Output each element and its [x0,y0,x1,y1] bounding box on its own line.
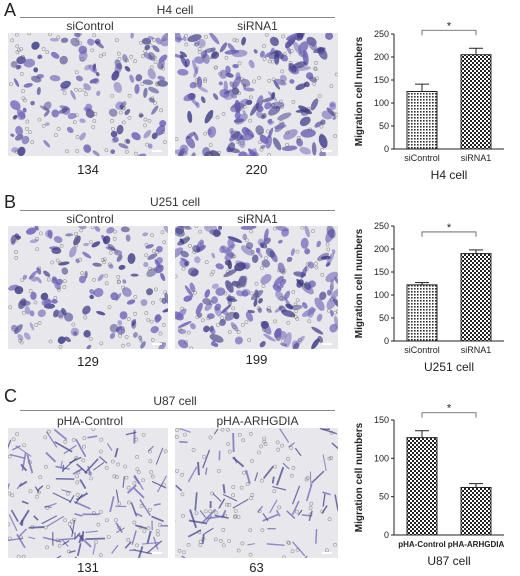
panel-letter-c: C [4,386,17,406]
x-tick-label: pHA-ARHGDIA [448,540,505,549]
cell-count-a-1: 220 [245,162,268,177]
y-tick-label: 0 [384,144,389,154]
stained-cells [175,428,338,558]
bar-siControl [406,284,438,342]
condition-label-b-1: siRNA1 [237,212,278,226]
micrograph-c-1 [175,428,338,558]
y-tick-label: 150 [374,75,389,85]
stained-cells [175,33,337,156]
y-tick-label: 50 [379,492,389,502]
micrograph-background [8,226,168,349]
condition-label-a-1: siRNA1 [237,19,278,33]
y-tick-label: 150 [374,415,389,425]
scale-bar [152,552,162,554]
cell-count-c-1: 63 [249,560,264,575]
micrograph-background [8,428,168,558]
bar-chart-c: 0 50 100 150 Migration cell numbers pHA-Contr… [354,403,505,568]
y-axis-label: Migration cell numbers [354,36,365,146]
x-tick-label: siControl [404,345,440,355]
condition-label-c-0: pHA-Control [56,414,124,428]
group-title-b: U251 cell [149,195,201,209]
y-tick-label: 50 [379,313,389,323]
membrane-pores [175,428,338,558]
cell-count-b-0: 129 [77,354,99,369]
group-title-c: U87 cell [153,394,197,408]
scale-bar [152,343,162,345]
membrane-pores [175,33,338,156]
bar-siRNA1 [460,54,492,150]
x-axis-label: H4 cell [431,168,468,182]
group-line-a [20,17,335,18]
x-axis-label: U251 cell [424,360,474,374]
micrograph-b-1 [175,226,338,349]
y-tick-label: 0 [384,530,389,540]
group-line-b [20,210,335,211]
significance-label: * [447,222,452,234]
x-tick-label: siRNA1 [461,153,492,163]
cell-count-b-1: 199 [245,352,268,367]
scale-bar [322,343,332,345]
bar-siRNA1 [460,253,492,342]
x-tick-label: siRNA1 [461,345,492,355]
y-tick-label: 50 [379,121,389,131]
significance-label: * [447,20,452,32]
bar-chart-b: 0 50 100 150 200 250 Migration cell numbers siC… [354,221,504,374]
y-tick-label: 100 [374,290,389,300]
micrograph-background [175,428,338,558]
x-axis-label: U87 cell [427,554,470,568]
y-tick-label: 100 [374,453,389,463]
panel-letter-a: A [4,0,17,20]
cell-count-c-0: 131 [77,560,99,575]
scale-bar [152,150,162,152]
bar-pHA-ARHGDIA [460,486,492,536]
significance-bracket [421,412,477,418]
membrane-pores [8,428,168,558]
micrograph-a-1 [175,33,338,156]
significance-label: * [447,403,452,415]
y-tick-label: 200 [374,244,389,254]
stained-cells [8,226,168,349]
significance-bracket [421,29,477,36]
membrane-pores [175,226,338,349]
y-tick-label: 200 [374,52,389,62]
scale-bar [322,150,332,152]
y-axis-label: Migration cell numbers [354,228,365,338]
y-tick-label: 250 [374,29,389,39]
condition-label-c-1: pHA-ARHGDIA [216,414,299,428]
bar-siControl [406,91,438,150]
y-tick-label: 100 [374,98,389,108]
micrograph-b-0 [8,226,168,349]
micrograph-background [8,33,168,156]
y-axis-label: Migration cell numbers [354,422,365,532]
y-tick-label: 0 [384,336,389,346]
x-tick-label: siControl [404,153,440,163]
condition-label-a-0: siControl [66,19,114,33]
scale-bar [322,552,332,554]
stained-cells [8,428,168,558]
cell-count-a-0: 134 [77,162,99,177]
micrograph-a-0 [8,33,168,156]
bar-pHA-Control [406,437,438,536]
group-title-a: H4 cell [156,3,194,17]
panel-letter-b: B [4,192,17,212]
membrane-pores [9,33,167,156]
group-line-c [20,410,335,411]
micrograph-c-0 [8,428,168,558]
membrane-pores [8,226,168,349]
bar-chart-a: 0 50 100 150 200 250 Migration cell numbers siC… [354,20,504,182]
y-tick-label: 150 [374,267,389,277]
stained-cells [175,226,338,349]
y-tick-label: 250 [374,221,389,231]
significance-bracket [421,231,477,237]
x-tick-label: pHA-Control [398,540,446,549]
condition-label-b-0: siControl [66,212,114,226]
